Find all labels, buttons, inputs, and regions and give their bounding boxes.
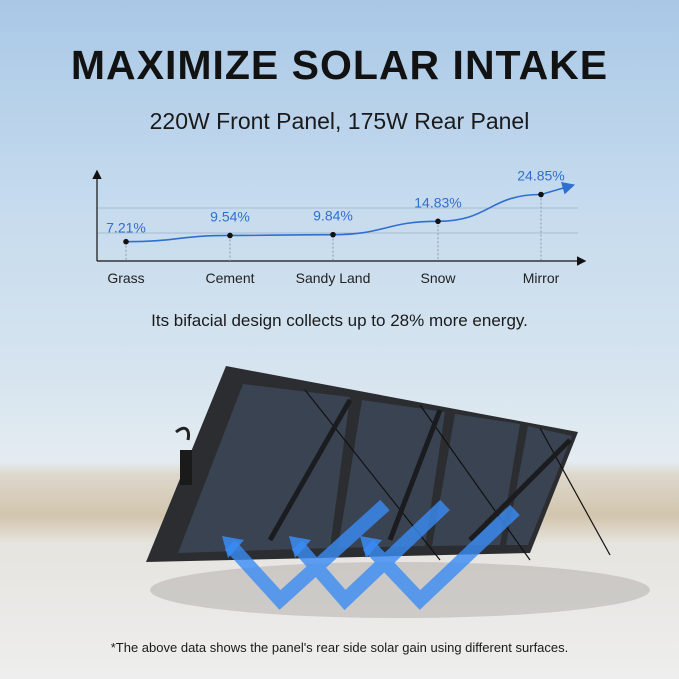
reflection-arrows-icon: [224, 499, 520, 611]
data-label: 7.21%: [106, 220, 146, 236]
x-tick-label: Sandy Land: [296, 270, 371, 286]
data-label: 9.84%: [313, 208, 353, 224]
data-point: [538, 191, 544, 198]
subtitle: 220W Front Panel, 175W Rear Panel: [149, 108, 530, 134]
data-point: [123, 238, 129, 245]
page-title: MAXIMIZE SOLAR INTAKE: [70, 42, 609, 88]
data-label: 9.54%: [210, 208, 250, 224]
x-tick-label: Mirror: [523, 270, 560, 286]
x-tick-label: Snow: [420, 270, 456, 286]
data-point: [330, 231, 336, 238]
tagline: Its bifacial design collects up to 28% m…: [151, 311, 528, 330]
x-tick-label: Grass: [107, 270, 144, 286]
data-point: [435, 218, 441, 225]
data-label: 14.83%: [414, 194, 461, 210]
data-point: [227, 232, 233, 239]
data-label: 24.85%: [517, 167, 564, 183]
footnote: *The above data shows the panel's rear s…: [110, 640, 569, 655]
x-tick-label: Cement: [205, 270, 254, 286]
solar-panel-image: [146, 366, 650, 618]
gridlines: [97, 207, 578, 234]
arrow-heads: [222, 536, 382, 558]
